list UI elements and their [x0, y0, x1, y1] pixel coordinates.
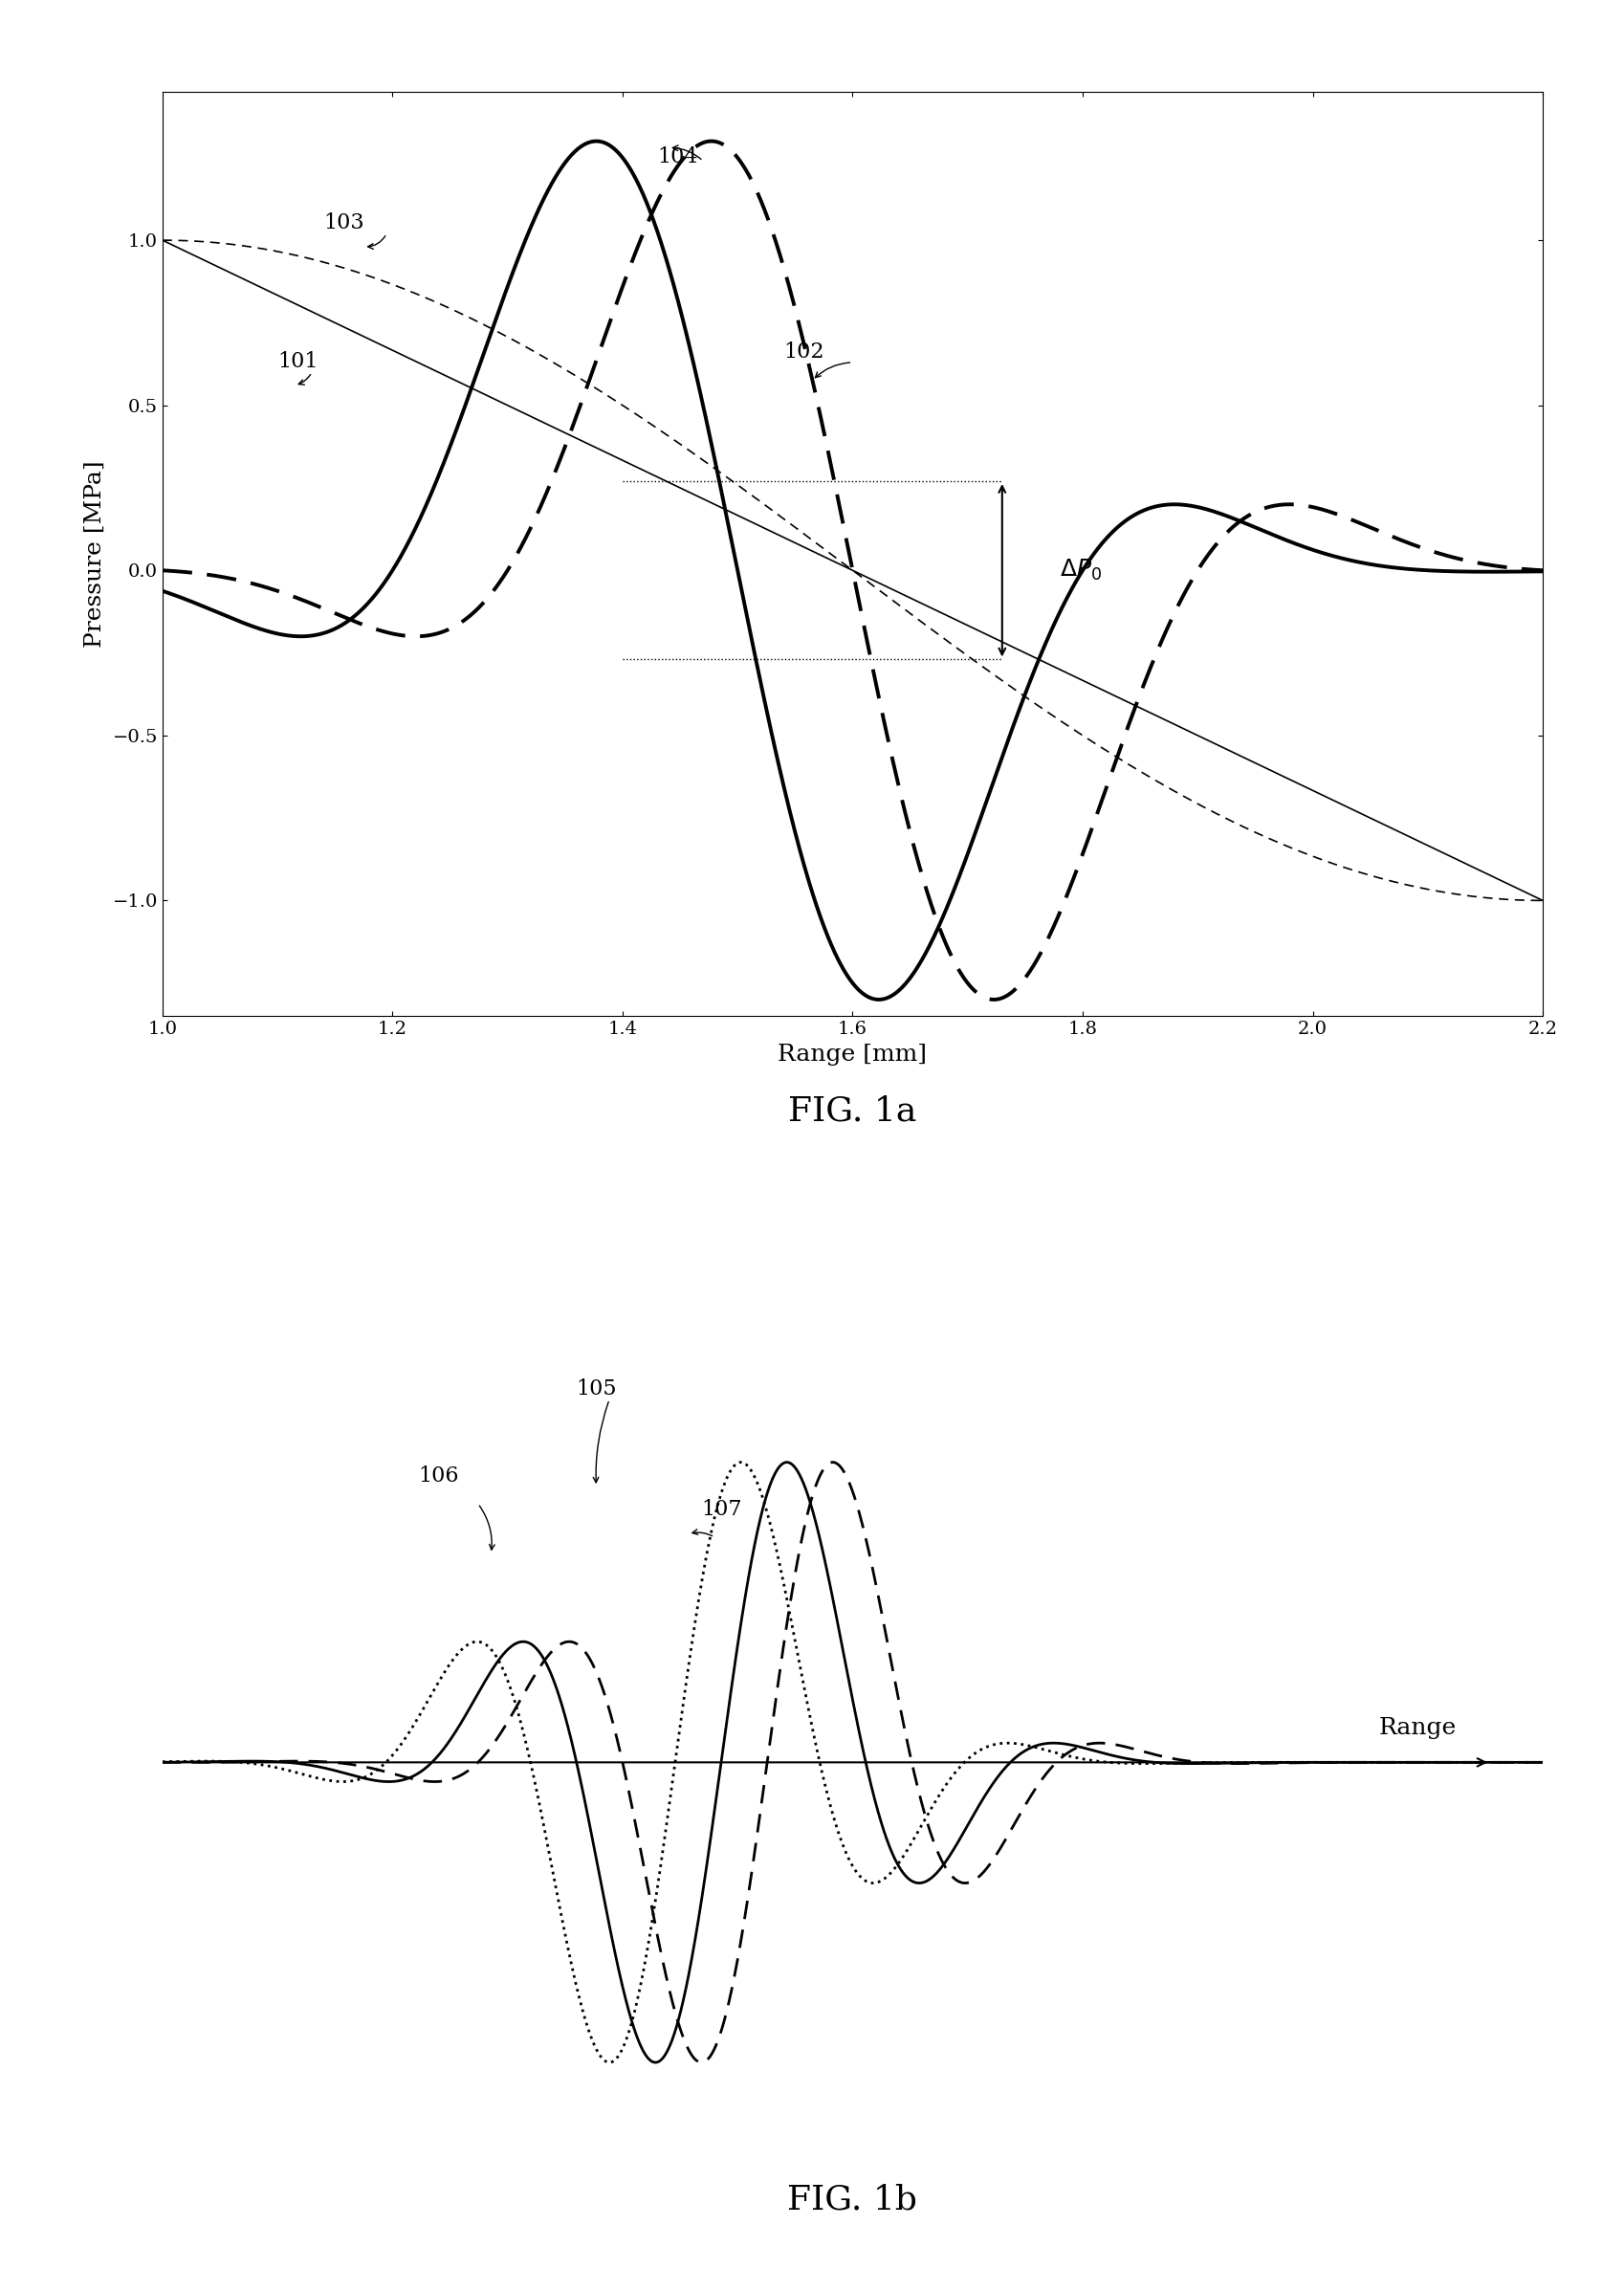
Text: 102: 102 — [783, 341, 825, 362]
Text: FIG. 1a: FIG. 1a — [788, 1095, 918, 1127]
Text: FIG. 1b: FIG. 1b — [788, 2183, 918, 2215]
Text: Range: Range — [1379, 1716, 1457, 1739]
X-axis label: Range [mm]: Range [mm] — [778, 1042, 927, 1065]
Text: 107: 107 — [702, 1498, 742, 1521]
Text: $\Delta P_0$: $\Delta P_0$ — [1059, 557, 1101, 582]
Text: 103: 103 — [323, 213, 364, 234]
Text: 105: 105 — [577, 1379, 617, 1400]
Text: 101: 101 — [278, 351, 318, 371]
Y-axis label: Pressure [MPa]: Pressure [MPa] — [84, 460, 106, 648]
Text: 104: 104 — [658, 147, 698, 167]
Text: 106: 106 — [417, 1466, 460, 1487]
